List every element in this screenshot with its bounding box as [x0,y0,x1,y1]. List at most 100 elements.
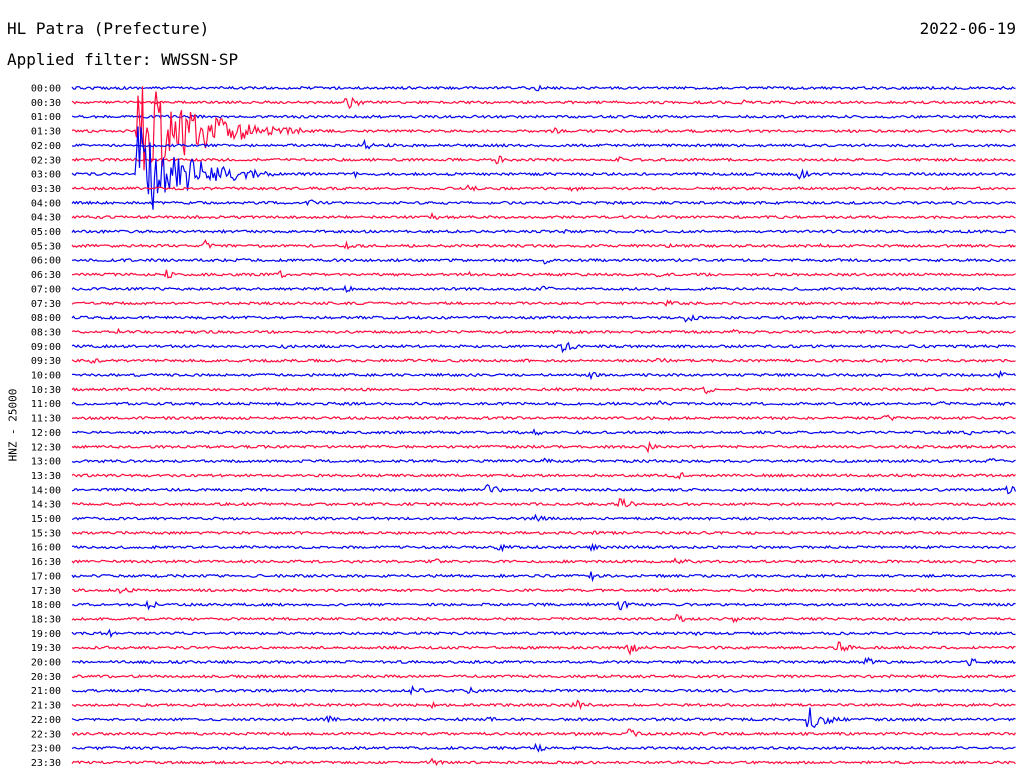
time-label: 17:00 [31,571,61,582]
time-label: 07:00 [31,284,61,295]
trace-line [71,299,1016,307]
time-label: 17:30 [31,586,61,597]
time-label: 22:30 [31,729,61,740]
trace-line [71,414,1016,422]
trace-line [71,613,1016,624]
record-date: 2022-06-19 [919,19,1016,38]
time-label: 09:30 [31,356,61,367]
filter-label: Applied filter: WWSSN-SP [7,50,239,69]
time-label: 00:30 [31,98,61,109]
time-label: 23:30 [31,758,61,769]
time-label: 04:30 [31,213,61,224]
time-label: 14:00 [31,485,61,496]
time-label: 03:30 [31,184,61,195]
trace-line [71,641,1016,656]
trace-line [71,138,1016,150]
trace-line [71,357,1016,364]
trace-line [71,341,1016,354]
trace-line [71,239,1016,251]
trace-line [71,313,1016,323]
trace-line [71,530,1016,536]
trace-line [71,542,1016,553]
trace-line [71,707,1016,729]
time-label: 08:00 [31,313,61,324]
trace-line [71,599,1016,611]
trace-line [71,114,1016,120]
time-label: 21:00 [31,686,61,697]
time-label: 00:00 [31,84,61,95]
trace-line [71,155,1016,165]
time-label: 02:30 [31,155,61,166]
time-label: 10:00 [31,371,61,382]
time-label: 05:30 [31,241,61,252]
time-label: 16:30 [31,557,61,568]
trace-line [71,513,1016,522]
trace-line [71,126,1016,210]
trace-line [71,571,1016,583]
time-label: 14:30 [31,500,61,511]
time-label: 06:30 [31,270,61,281]
trace-line [71,557,1016,565]
time-label: 19:00 [31,629,61,640]
time-label: 03:00 [31,170,61,181]
time-label: 11:30 [31,414,61,425]
time-label: 12:30 [31,442,61,453]
trace-line [71,84,1016,92]
time-label: 11:00 [31,399,61,410]
trace-line [71,257,1016,265]
trace-line [71,483,1017,495]
trace-line [71,674,1016,679]
time-label: 01:00 [31,112,61,123]
time-label: 19:30 [31,643,61,654]
time-label: 12:00 [31,428,61,439]
time-label: 18:00 [31,600,61,611]
trace-line [71,211,1016,220]
time-label: 13:30 [31,471,61,482]
trace-line [71,229,1016,235]
trace-line [71,497,1016,508]
time-label: 05:00 [31,227,61,238]
time-label: 13:00 [31,457,61,468]
time-label: 22:00 [31,715,61,726]
trace-line [71,699,1016,711]
trace-line [71,742,1016,753]
trace-line [71,428,1016,436]
time-label: 08:30 [31,327,61,338]
time-label: 21:30 [31,701,61,712]
trace-line [71,628,1016,639]
trace-line [71,199,1016,207]
trace-line [71,327,1016,335]
trace-line [71,472,1016,480]
trace-line [71,399,1016,407]
trace-line [71,369,1016,381]
trace-line [71,284,1016,294]
time-label: 20:00 [31,658,61,669]
trace-line [71,96,1016,110]
trace-line [71,440,1016,454]
trace-line [71,656,1016,667]
trace-line [71,86,1016,171]
trace-line [71,457,1016,464]
time-label: 04:00 [31,198,61,209]
trace-line [71,269,1016,279]
time-label: 07:30 [31,299,61,310]
trace-line [71,757,1016,767]
trace-line [71,184,1016,192]
trace-line [71,386,1016,395]
time-label: 02:00 [31,141,61,152]
trace-line [71,684,1016,696]
time-label: 15:30 [31,528,61,539]
time-label: 15:00 [31,514,61,525]
time-label: 23:00 [31,744,61,755]
time-label: 01:30 [31,127,61,138]
station-title: HL Patra (Prefecture) [7,19,210,38]
time-label: 16:00 [31,543,61,554]
trace-line [71,728,1016,738]
time-label: 06:00 [31,256,61,267]
time-label: 10:30 [31,385,61,396]
time-label: 20:30 [31,672,61,683]
trace-line [71,587,1016,595]
time-label: 09:00 [31,342,61,353]
time-label: 18:30 [31,614,61,625]
